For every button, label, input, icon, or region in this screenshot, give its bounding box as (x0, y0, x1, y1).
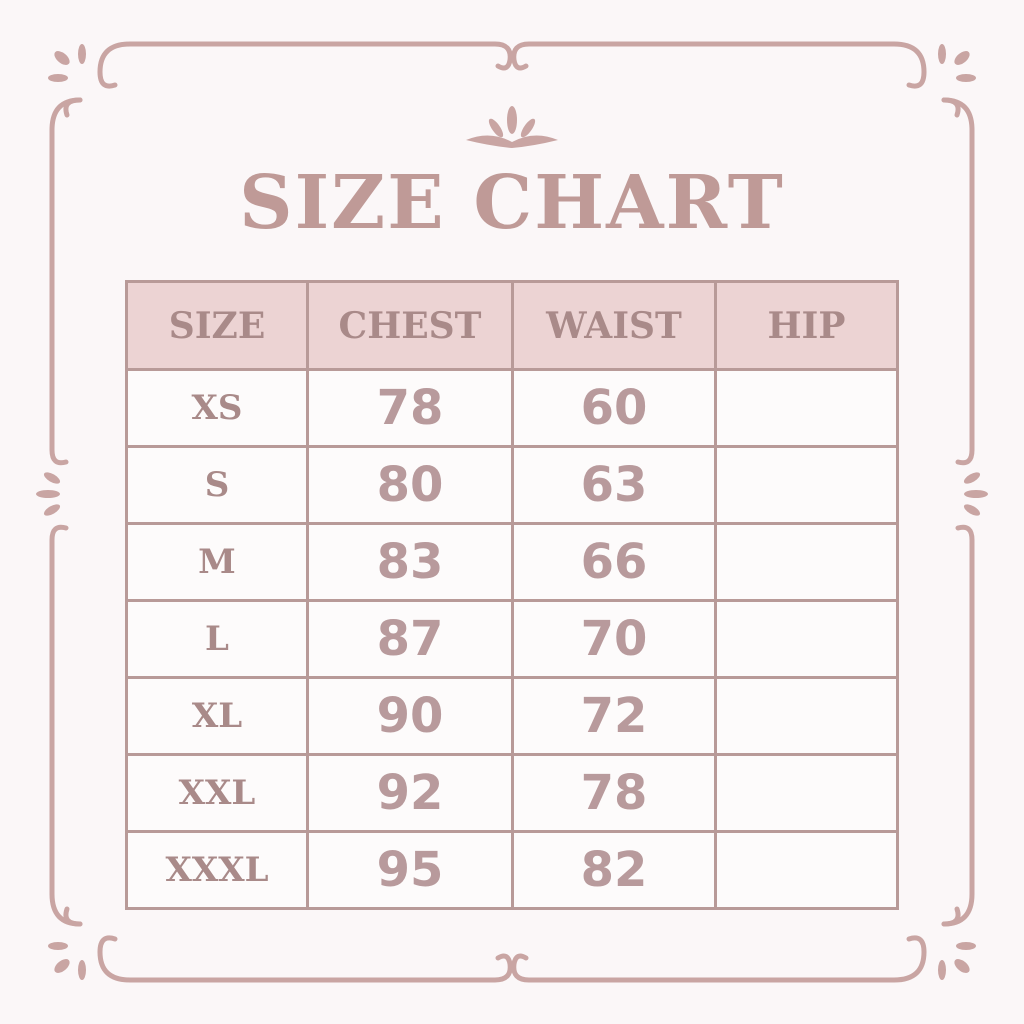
cell-waist: 60 (511, 368, 717, 448)
cell-hip (714, 368, 899, 448)
cell-chest: 83 (306, 522, 514, 602)
cell-waist: 78 (511, 753, 717, 833)
cell-size: XL (125, 676, 309, 756)
cell-size: M (125, 522, 309, 602)
column-header-hip: HIP (714, 280, 899, 371)
cell-chest: 80 (306, 445, 514, 525)
cell-waist: 70 (511, 599, 717, 679)
cell-size: S (125, 445, 309, 525)
cell-size: XS (125, 368, 309, 448)
cell-size: XXXL (125, 830, 309, 910)
column-header-chest: CHEST (306, 280, 514, 371)
table-header-row: SIZE CHEST WAIST HIP (125, 280, 899, 371)
table-row: XXL 92 78 (125, 753, 899, 833)
cell-hip (714, 445, 899, 525)
cell-chest: 95 (306, 830, 514, 910)
page-title: SIZE CHART (239, 160, 785, 246)
table-row: M 83 66 (125, 522, 899, 602)
cell-waist: 66 (511, 522, 717, 602)
cell-hip (714, 830, 899, 910)
table-row: L 87 70 (125, 599, 899, 679)
table-row: S 80 63 (125, 445, 899, 525)
table-row: XXXL 95 82 (125, 830, 899, 910)
table-row: XS 78 60 (125, 368, 899, 448)
cell-hip (714, 753, 899, 833)
cell-size: XXL (125, 753, 309, 833)
cell-hip (714, 599, 899, 679)
column-header-waist: WAIST (511, 280, 717, 371)
column-header-size: SIZE (125, 280, 309, 371)
size-table: SIZE CHEST WAIST HIP XS 78 60 S 80 63 M 83 66 L 87 70 X… (125, 280, 899, 910)
cell-chest: 90 (306, 676, 514, 756)
cell-chest: 78 (306, 368, 514, 448)
cell-chest: 92 (306, 753, 514, 833)
cell-hip (714, 522, 899, 602)
table-row: XL 90 72 (125, 676, 899, 756)
cell-waist: 63 (511, 445, 717, 525)
cell-waist: 72 (511, 676, 717, 756)
cell-chest: 87 (306, 599, 514, 679)
cell-hip (714, 676, 899, 756)
cell-size: L (125, 599, 309, 679)
cell-waist: 82 (511, 830, 717, 910)
